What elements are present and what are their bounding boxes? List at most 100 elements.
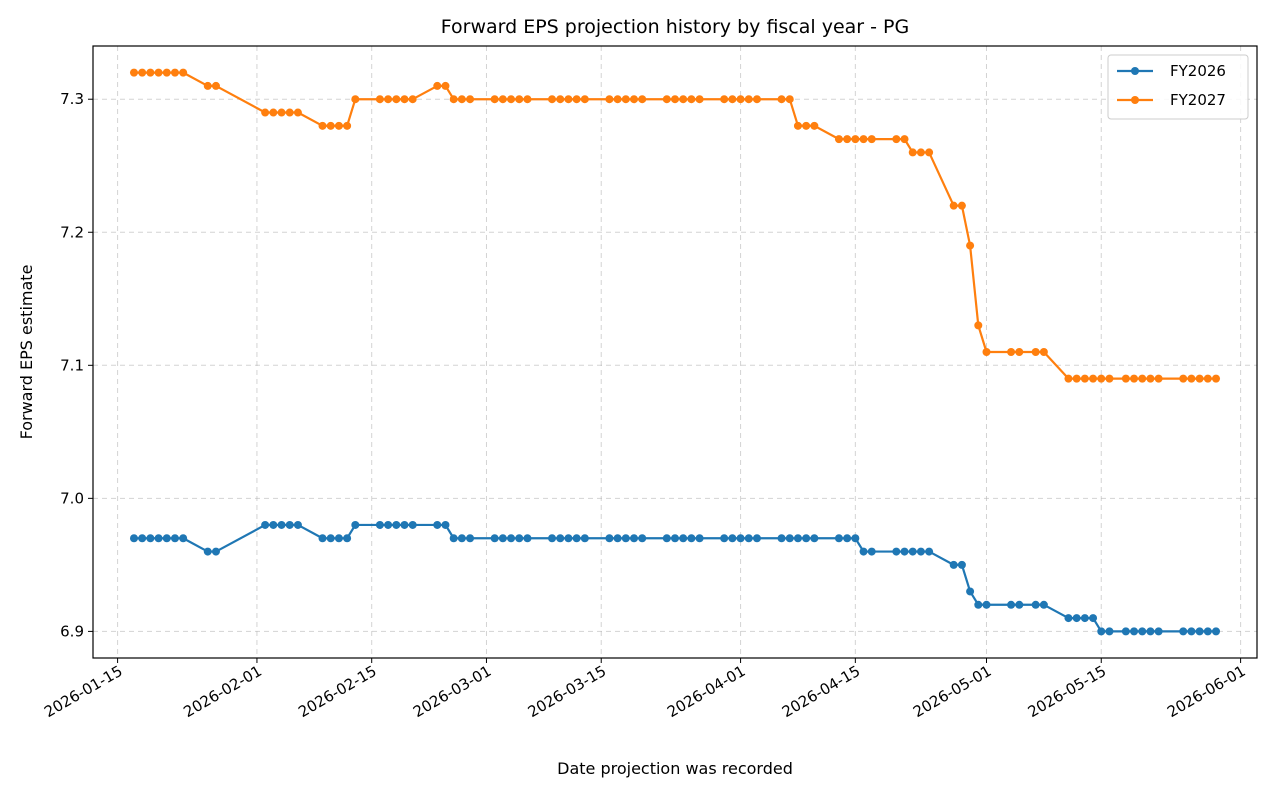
data-point-fy2027 (892, 135, 901, 144)
data-point-fy2026 (1138, 627, 1147, 636)
data-point-fy2026 (1146, 627, 1155, 636)
data-point-fy2027 (277, 108, 286, 117)
data-point-fy2026 (720, 534, 729, 543)
data-point-fy2027 (375, 95, 384, 104)
data-point-fy2027 (1195, 374, 1204, 383)
data-point-fy2026 (343, 534, 352, 543)
data-point-fy2027 (170, 68, 179, 77)
data-point-fy2027 (662, 95, 671, 104)
data-point-fy2026 (793, 534, 802, 543)
data-point-fy2026 (892, 547, 901, 556)
data-point-fy2026 (269, 520, 278, 529)
data-point-fy2027 (408, 95, 417, 104)
data-point-fy2026 (630, 534, 639, 543)
data-point-fy2027 (679, 95, 688, 104)
data-point-fy2027 (630, 95, 639, 104)
data-point-fy2027 (867, 135, 876, 144)
data-point-fy2026 (556, 534, 565, 543)
y-tick-label: 7.1 (60, 356, 84, 374)
data-point-fy2027 (129, 68, 138, 77)
legend-marker-fy2027 (1131, 96, 1139, 104)
data-point-fy2026 (695, 534, 704, 543)
data-point-fy2026 (203, 547, 212, 556)
data-point-fy2026 (1105, 627, 1114, 636)
data-point-fy2026 (326, 534, 335, 543)
series-line-fy2027 (133, 71, 1217, 380)
data-point-fy2026 (1212, 627, 1221, 636)
data-point-fy2027 (548, 95, 557, 104)
data-point-fy2026 (433, 520, 442, 529)
data-point-fy2027 (334, 121, 343, 130)
data-point-fy2027 (1212, 374, 1221, 383)
data-point-fy2027 (162, 68, 171, 77)
data-point-fy2027 (466, 95, 475, 104)
data-point-fy2027 (572, 95, 581, 104)
data-point-fy2027 (859, 135, 868, 144)
data-point-fy2026 (859, 547, 868, 556)
data-point-fy2027 (1072, 374, 1081, 383)
data-point-fy2027 (498, 95, 507, 104)
data-point-fy2026 (170, 534, 179, 543)
data-point-fy2027 (457, 95, 466, 104)
data-point-fy2027 (580, 95, 589, 104)
data-point-fy2027 (687, 95, 696, 104)
data-point-fy2026 (564, 534, 573, 543)
data-point-fy2026 (162, 534, 171, 543)
data-point-fy2026 (490, 534, 499, 543)
data-point-fy2026 (638, 534, 647, 543)
data-point-fy2026 (211, 547, 220, 556)
legend-label-fy2027: FY2027 (1170, 91, 1226, 109)
data-point-fy2027 (1015, 348, 1024, 356)
chart-title: Forward EPS projection history by fiscal… (441, 16, 909, 38)
data-point-fy2026 (154, 534, 163, 543)
data-point-fy2027 (1064, 374, 1073, 383)
data-point-fy2027 (720, 95, 729, 104)
data-point-fy2026 (916, 547, 925, 556)
data-point-fy2026 (515, 534, 524, 543)
data-point-fy2026 (498, 534, 507, 543)
data-point-fy2027 (400, 95, 409, 104)
data-point-fy2027 (564, 95, 573, 104)
data-point-fy2026 (900, 547, 909, 556)
data-point-fy2026 (982, 600, 991, 609)
data-point-fy2026 (285, 520, 294, 529)
data-point-fy2027 (974, 321, 983, 330)
data-point-fy2026 (129, 534, 138, 543)
data-point-fy2026 (957, 560, 966, 569)
data-point-fy2026 (1039, 600, 1048, 609)
data-point-fy2027 (834, 135, 843, 144)
data-point-fy2027 (179, 68, 188, 77)
x-axis-label: Date projection was recorded (557, 759, 793, 778)
data-point-fy2026 (138, 534, 147, 543)
data-point-fy2027 (728, 95, 737, 104)
data-point-fy2027 (392, 95, 401, 104)
data-point-fy2027 (490, 95, 499, 104)
data-point-fy2027 (736, 95, 745, 104)
data-point-fy2027 (441, 81, 450, 90)
data-point-fy2026 (785, 534, 794, 543)
data-point-fy2026 (728, 534, 737, 543)
data-point-fy2027 (957, 201, 966, 210)
data-point-fy2027 (326, 121, 335, 130)
data-point-fy2026 (949, 560, 958, 569)
y-axis-label: Forward EPS estimate (17, 265, 36, 440)
data-point-fy2026 (1179, 627, 1188, 636)
data-point-fy2027 (343, 121, 352, 130)
data-point-fy2027 (1138, 374, 1147, 383)
data-point-fy2026 (548, 534, 557, 543)
grid (93, 46, 1257, 658)
data-point-fy2026 (580, 534, 589, 543)
data-point-fy2026 (777, 534, 786, 543)
y-tick-label: 6.9 (60, 622, 84, 640)
data-point-fy2027 (802, 121, 811, 130)
data-point-fy2026 (572, 534, 581, 543)
data-point-fy2026 (744, 534, 753, 543)
data-point-fy2027 (793, 121, 802, 130)
data-point-fy2027 (925, 148, 934, 157)
data-point-fy2027 (449, 95, 458, 104)
data-point-fy2027 (966, 241, 975, 250)
data-point-fy2027 (949, 201, 958, 210)
data-point-fy2027 (433, 81, 442, 90)
